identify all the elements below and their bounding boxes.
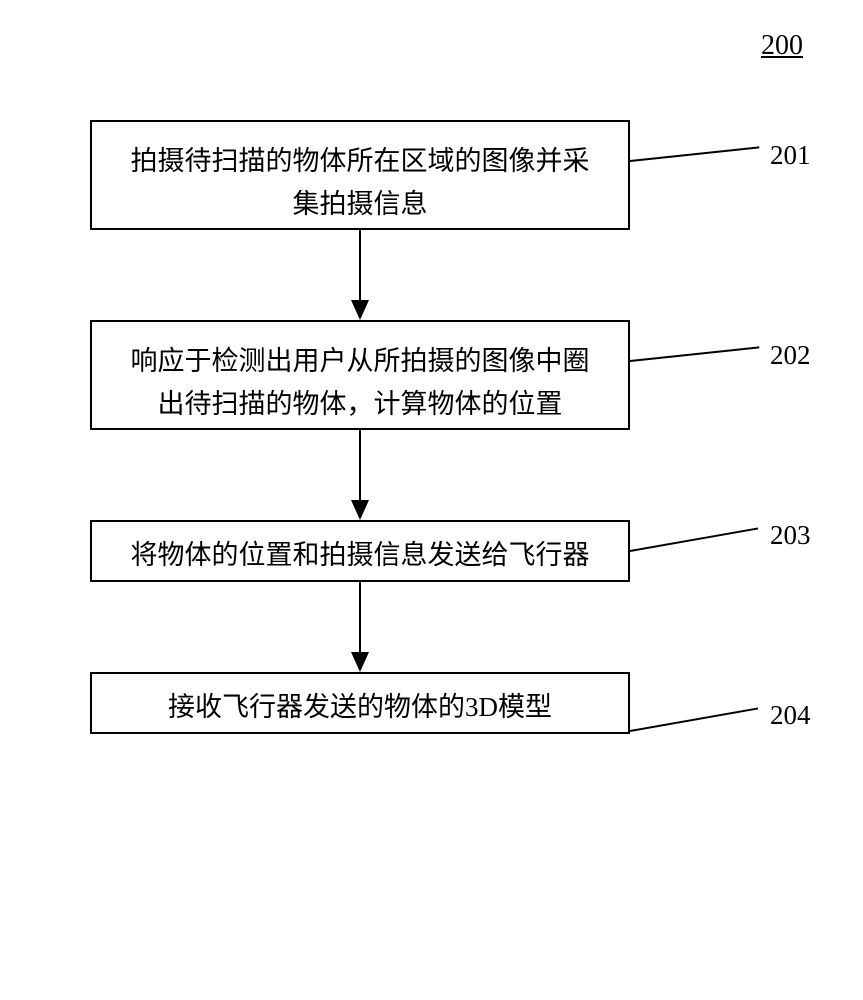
figure-number: 200 [761,30,803,62]
flowchart-container: 拍摄待扫描的物体所在区域的图像并采集拍摄信息 响应于检测出用户从所拍摄的图像中圈… [90,120,770,734]
arrow-1 [90,230,630,320]
step-text-3: 将物体的位置和拍摄信息发送给飞行器 [131,540,590,570]
step-box-4: 接收飞行器发送的物体的3D模型 [90,672,630,734]
step-text-4: 接收飞行器发送的物体的3D模型 [168,692,552,722]
step-label-1: 201 [770,140,811,171]
step-text-2: 响应于检测出用户从所拍摄的图像中圈出待扫描的物体，计算物体的位置 [131,346,590,419]
step-label-4: 204 [770,700,811,731]
arrow-2 [90,430,630,520]
step-box-2: 响应于检测出用户从所拍摄的图像中圈出待扫描的物体，计算物体的位置 [90,320,630,430]
step-label-2: 202 [770,340,811,371]
step-box-3: 将物体的位置和拍摄信息发送给飞行器 [90,520,630,582]
step-label-3: 203 [770,520,811,551]
arrow-3 [90,582,630,672]
step-text-1: 拍摄待扫描的物体所在区域的图像并采集拍摄信息 [131,146,590,219]
step-box-1: 拍摄待扫描的物体所在区域的图像并采集拍摄信息 [90,120,630,230]
